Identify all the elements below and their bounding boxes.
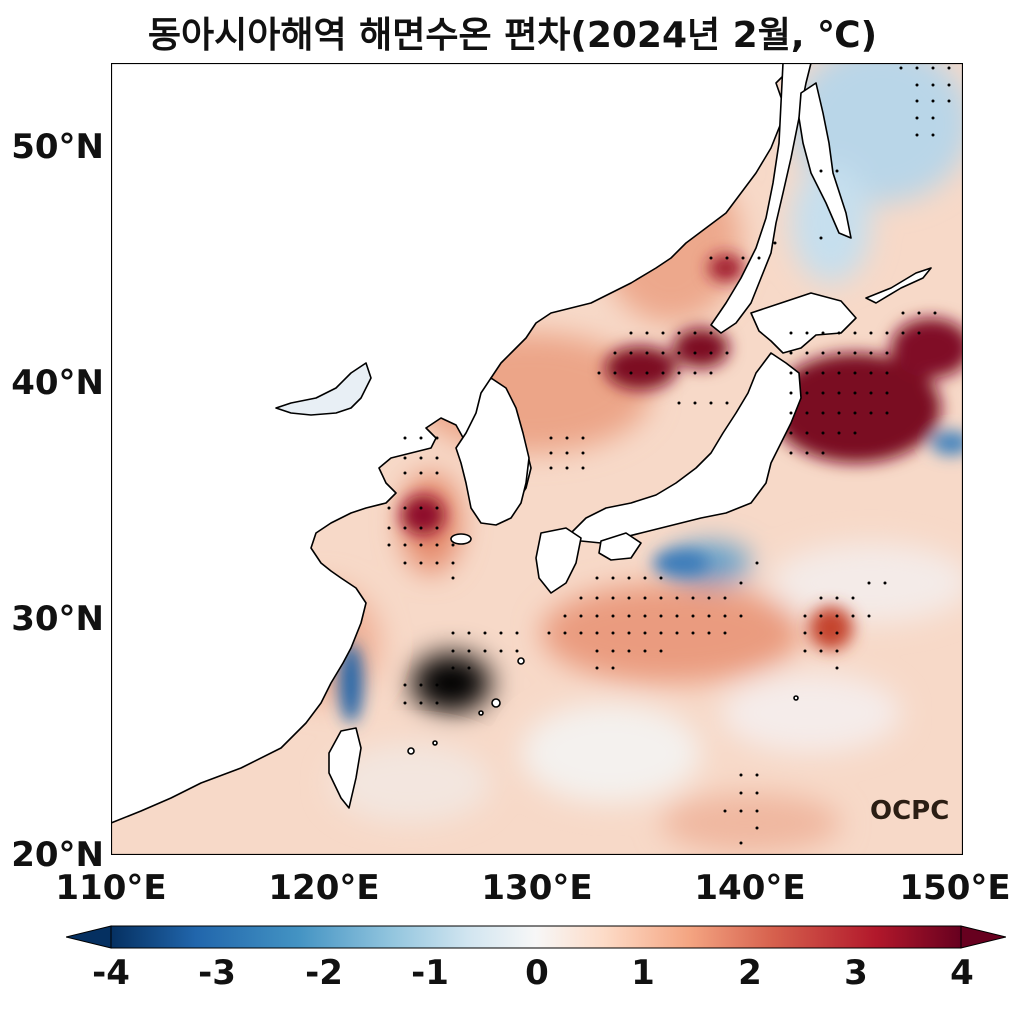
colorbar-tick-label: 3: [844, 953, 868, 993]
colorbar-tick-label: -1: [411, 953, 449, 993]
lat-label-30n: 30°N: [11, 599, 104, 639]
strong-anomaly-cores: [339, 254, 963, 723]
significance-dots: [387, 66, 951, 845]
colorbar-tick-label: -3: [198, 953, 236, 993]
lon-label-120e: 120°E: [268, 868, 380, 908]
colorbar-tick-label: 2: [738, 953, 762, 993]
lon-label-140e: 140°E: [694, 868, 806, 908]
colorbar-tick-label: -2: [305, 953, 343, 993]
lat-label-50n: 50°N: [11, 127, 104, 167]
sst-anomaly-map: [111, 63, 963, 855]
lat-label-20n: 20°N: [11, 835, 104, 875]
land: [111, 63, 932, 855]
lon-label-130e: 130°E: [481, 868, 593, 908]
lon-label-150e: 150°E: [899, 868, 1011, 908]
lat-label-40n: 40°N: [11, 363, 104, 403]
map-border: [111, 63, 963, 855]
map-title: 동아시아해역 해면수온 편차(2024년 2월, ℃): [147, 15, 878, 56]
colorbar-gradient: [110, 925, 962, 949]
colorbar-tick-label: 4: [950, 953, 974, 993]
colorbar-tick-label: 0: [525, 953, 549, 993]
colorbar-tick-label: 1: [631, 953, 655, 993]
ocpc-logo: OCPC: [870, 796, 950, 826]
colorbar-min-extend: [65, 925, 112, 949]
colorbar-tick-label: -4: [92, 953, 130, 993]
colorbar-max-extend: [960, 925, 1007, 949]
lon-label-110e: 110°E: [55, 868, 167, 908]
colorbar: [65, 924, 1007, 954]
